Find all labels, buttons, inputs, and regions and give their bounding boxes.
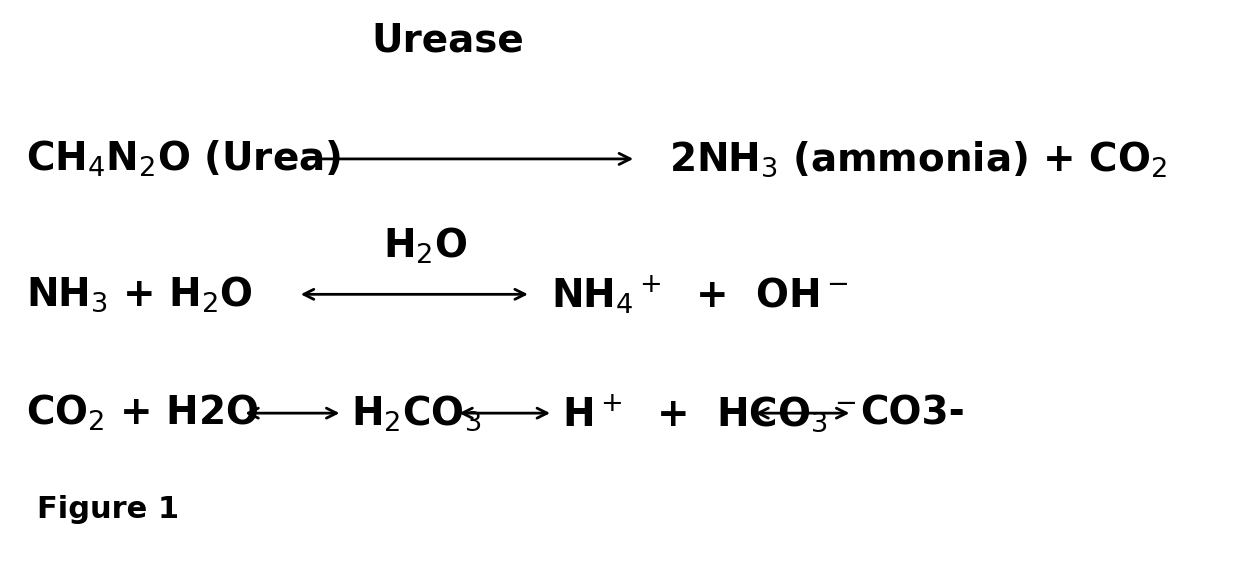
- Text: CO$_2$ + H2O: CO$_2$ + H2O: [26, 393, 259, 433]
- Text: Figure 1: Figure 1: [37, 495, 180, 523]
- Text: Urease: Urease: [371, 21, 524, 59]
- Text: H$_2$CO$_3$: H$_2$CO$_3$: [351, 393, 482, 433]
- Text: CO3-: CO3-: [859, 394, 964, 432]
- Text: NH$_4$$^+$  +  OH$^-$: NH$_4$$^+$ + OH$^-$: [551, 273, 848, 316]
- Text: NH$_3$ + H$_2$O: NH$_3$ + H$_2$O: [26, 274, 253, 314]
- Text: 2NH$_3$ (ammonia) + CO$_2$: 2NH$_3$ (ammonia) + CO$_2$: [670, 139, 1168, 179]
- Text: H$^+$  +  HCO$_3$$^-$: H$^+$ + HCO$_3$$^-$: [562, 392, 856, 434]
- Text: H$_2$O: H$_2$O: [383, 225, 467, 265]
- Text: CH$_4$N$_2$O (Urea): CH$_4$N$_2$O (Urea): [26, 139, 342, 179]
